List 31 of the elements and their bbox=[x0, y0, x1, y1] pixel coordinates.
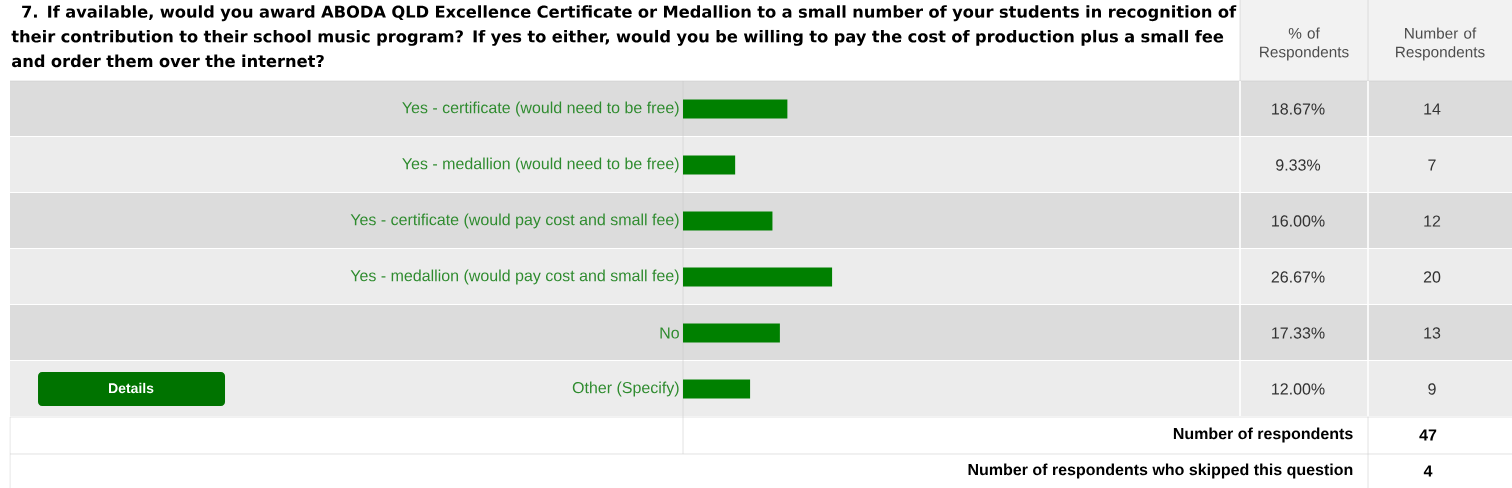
text: Number of respondents bbox=[1173, 427, 1353, 443]
data-label: 9.33% bbox=[1276, 159, 1321, 171]
bar bbox=[683, 211, 773, 231]
y-tick-label: Yes - medallion (would need to be free) bbox=[402, 157, 679, 173]
y-tick-label: Yes - medallion (would pay cost and small fee) bbox=[350, 269, 679, 285]
y-tick-label: Yes - certificate (would pay cost and small fee) bbox=[350, 213, 679, 229]
data-label: 18.67% bbox=[1272, 103, 1325, 115]
y-tick-label: Yes - certificate (would need to be free) bbox=[402, 101, 679, 117]
data-label: 17.33% bbox=[1272, 327, 1325, 339]
text: 7 bbox=[1428, 159, 1436, 171]
text: 20 bbox=[1423, 271, 1441, 283]
text: 47 bbox=[1419, 429, 1437, 441]
bar bbox=[683, 323, 780, 343]
y-tick-label: Other (Specify) bbox=[572, 381, 679, 397]
bar bbox=[683, 267, 833, 287]
text: 4 bbox=[1423, 465, 1433, 477]
bar bbox=[683, 155, 736, 175]
text: Number of Respondents bbox=[1396, 27, 1485, 61]
bar bbox=[683, 99, 788, 119]
bar bbox=[683, 379, 751, 399]
text: 13 bbox=[1424, 327, 1441, 339]
text: 14 bbox=[1424, 103, 1441, 115]
text: Number of respondents who skipped this question bbox=[968, 463, 1353, 479]
data-label: 12.00% bbox=[1272, 383, 1325, 395]
data-label: 26.67% bbox=[1271, 271, 1325, 283]
text: Details bbox=[109, 382, 154, 394]
chart-title: 7. If available, would you award ABODA QLD Excellence Certificate or Medallion to a small number of your students in recognition of their contribution to their school music program? If yes to either, would you be willing to pay the cost of production plus a small fee and order them over the internet? bbox=[11, 5, 1237, 68]
data-label: 16.00% bbox=[1272, 215, 1325, 227]
text: 12 bbox=[1424, 215, 1441, 227]
text: 9 bbox=[1428, 383, 1436, 395]
y-tick-label: No bbox=[660, 327, 679, 339]
